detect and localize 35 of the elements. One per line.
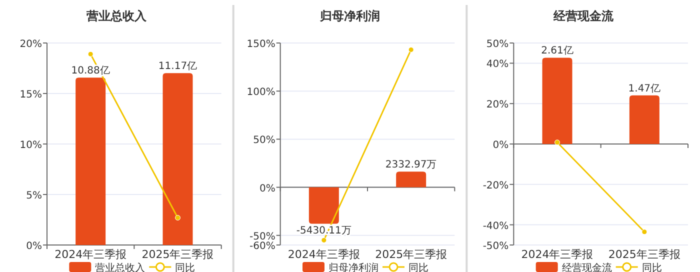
x-tick-label: 2025年三季报 <box>142 248 214 261</box>
legend-label: 同比 <box>175 262 196 272</box>
y-tick-label: -40% <box>482 220 509 232</box>
x-tick-label: 2025年三季报 <box>375 248 448 261</box>
chart-title: 归母净利润 <box>319 9 380 23</box>
y-tick-label: 20% <box>486 100 509 111</box>
y-tick-label: -60% <box>249 241 276 252</box>
y-tick-label: -20% <box>482 180 509 192</box>
legend-label: 同比 <box>642 262 662 272</box>
y-tick-label: 50% <box>486 39 509 50</box>
x-tick-label: 2024年三季报 <box>521 248 594 261</box>
y-tick-label: 0% <box>26 241 42 252</box>
chart-title: 营业总收入 <box>86 9 148 23</box>
y-tick-label: 50% <box>253 135 276 146</box>
data-label: 1.47亿 <box>628 83 661 94</box>
legend-label: 同比 <box>408 262 428 272</box>
legend-label: 经营现金流 <box>562 262 612 272</box>
x-tick-label: 2024年三季报 <box>288 248 360 261</box>
y-tick-label: -50% <box>249 231 276 242</box>
y-tick-label: -50% <box>482 241 509 252</box>
x-tick-label: 2024年三季报 <box>54 248 127 261</box>
data-label: 2332.97万 <box>385 160 437 171</box>
data-label: 2.61亿 <box>541 46 574 57</box>
y-tick-label: 0% <box>492 140 509 151</box>
y-tick-label: 150% <box>246 39 276 50</box>
data-label: 11.17亿 <box>158 61 198 72</box>
y-tick-label: 5% <box>26 190 42 202</box>
y-tick-label: 100% <box>246 87 276 98</box>
y-tick-label: 0% <box>259 183 276 194</box>
chart-title: 经营现金流 <box>552 9 614 23</box>
y-tick-label: 40% <box>486 59 509 70</box>
y-tick-label: 20% <box>20 39 42 50</box>
y-tick-label: 10% <box>20 140 42 151</box>
y-tick-label: 15% <box>20 90 42 100</box>
x-tick-label: 2025年三季报 <box>608 248 680 261</box>
